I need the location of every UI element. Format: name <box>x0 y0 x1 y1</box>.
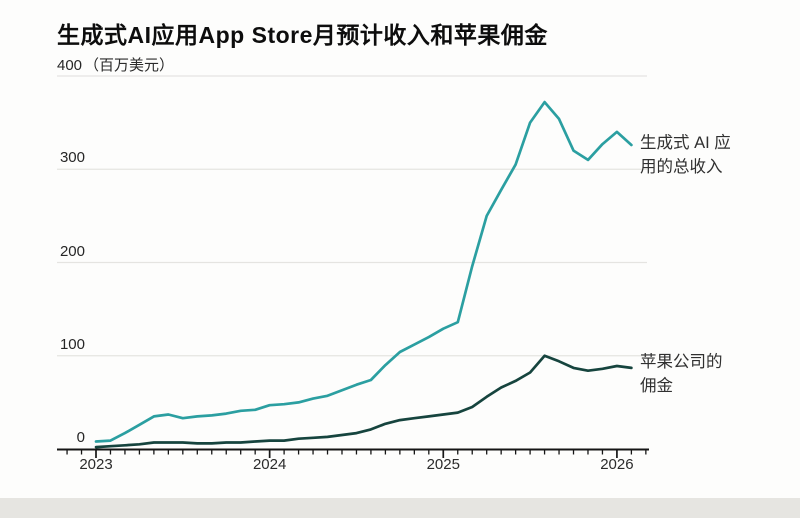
y-max-value: 400 <box>57 57 83 74</box>
revenue-series-label-line2: 用的总收入 <box>640 158 723 176</box>
x-tick-label: 2025 <box>426 456 460 473</box>
y-tick-label: 0 <box>76 429 85 446</box>
revenue-series-label: 生成式 AI 应 用的总收入 <box>640 131 760 179</box>
commission-series-label: 苹果公司的 佣金 <box>640 350 760 398</box>
x-tick-label: 2026 <box>600 456 634 473</box>
y-tick-label: 200 <box>59 242 85 260</box>
y-tick-label: 300 <box>59 149 85 167</box>
revenue-series-label-line1: 生成式 AI 应 <box>640 134 731 152</box>
revenue-line <box>94 100 633 443</box>
x-tick-label: 2023 <box>79 456 113 473</box>
x-tick-label: 2024 <box>252 456 287 473</box>
commission-series-label-line2: 佣金 <box>640 377 673 395</box>
chart-title: 生成式AI应用App Store月预计收入和苹果佣金 <box>57 22 548 48</box>
y-tick-label: 100 <box>59 335 85 353</box>
y-axis-top-label: 400 （百万美元） <box>57 54 174 75</box>
commission-series-label-line1: 苹果公司的 <box>640 353 723 371</box>
commission-line <box>94 354 633 449</box>
y-axis-unit: （百万美元） <box>84 57 175 74</box>
bottom-margin-strip <box>0 498 800 518</box>
